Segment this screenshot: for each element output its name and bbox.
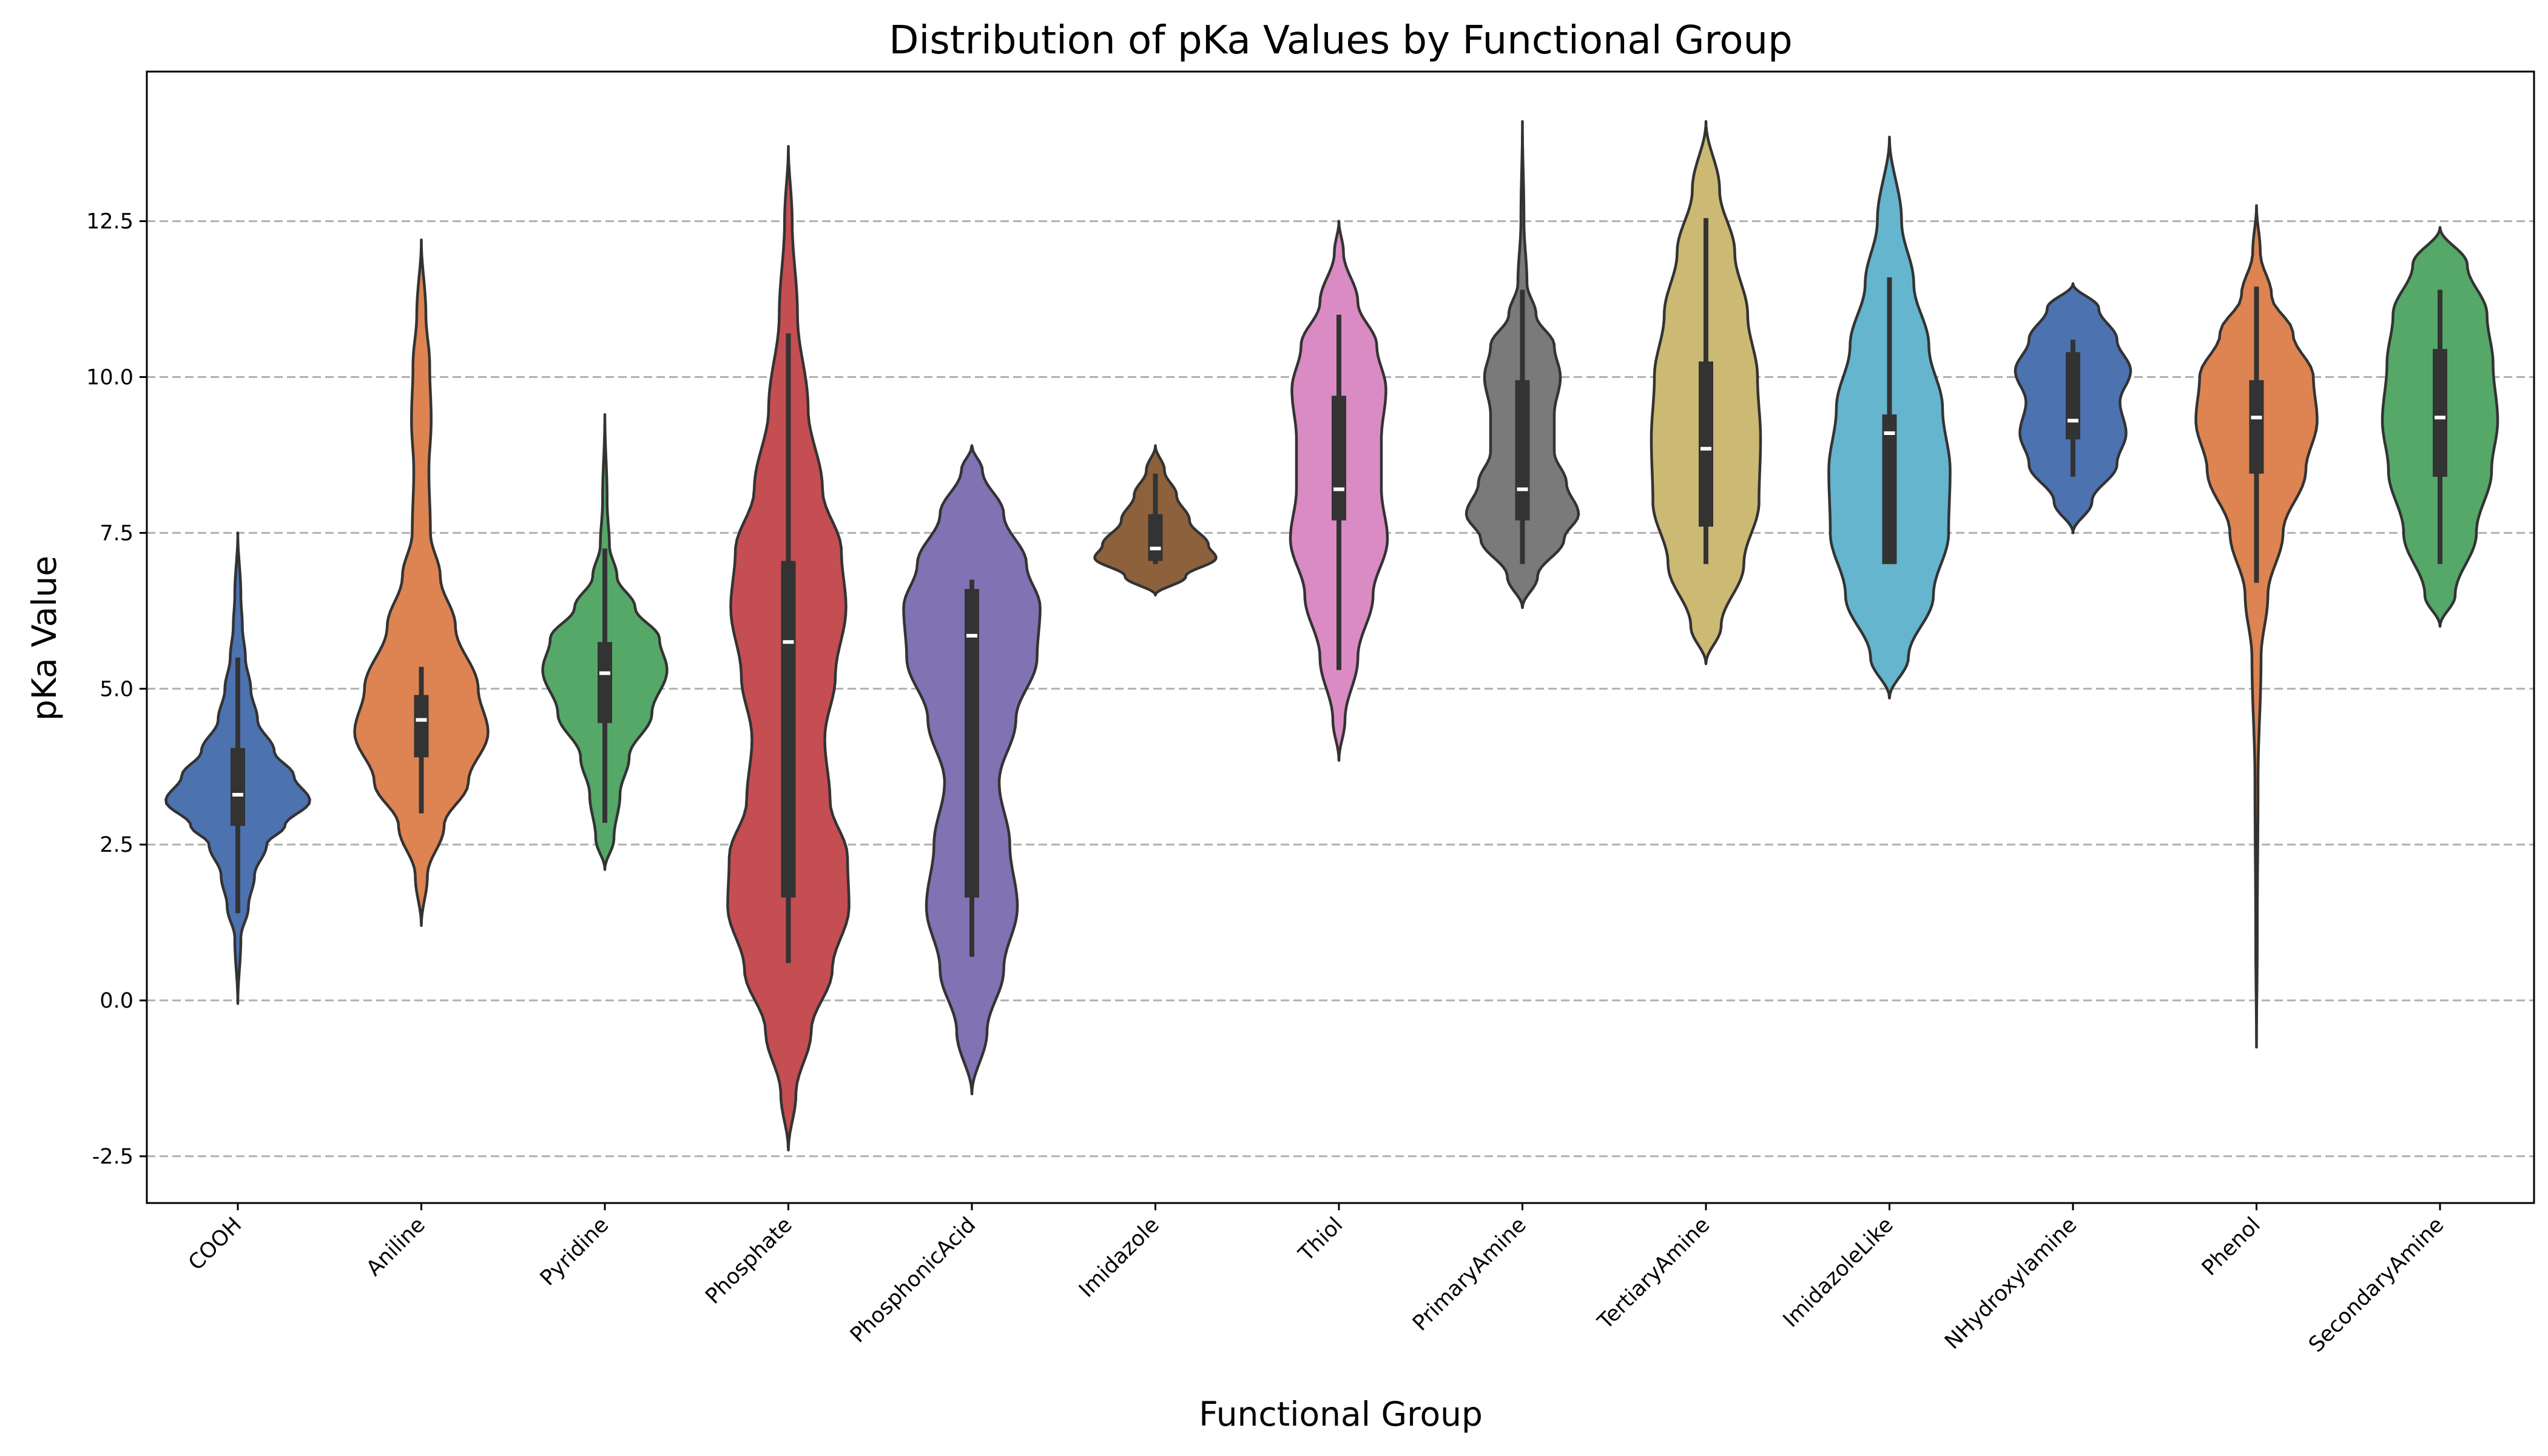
x-tick-label: Phosphate	[701, 1213, 797, 1309]
y-tick-label: 5.0	[99, 677, 133, 701]
iqr-box-TertiaryAmine	[1699, 361, 1713, 527]
x-tick-label: PrimaryAmine	[1408, 1213, 1531, 1336]
x-tick-label: COOH	[184, 1213, 246, 1275]
violin-Aniline	[353, 238, 490, 927]
y-tick-label: 12.5	[86, 210, 133, 234]
iqr-box-PhosphonicAcid	[965, 588, 979, 898]
x-tick-label: Aniline	[362, 1213, 430, 1281]
iqr-box-Thiol	[1332, 396, 1346, 521]
x-tick-label: NHydroxylamine	[1940, 1213, 2081, 1354]
y-tick-label: -2.5	[92, 1145, 133, 1169]
y-axis-title: pKa Value	[25, 556, 64, 721]
chart-title: Distribution of pKa Values by Functional…	[889, 18, 1792, 63]
x-tick-label: ImidazoleLike	[1779, 1213, 1898, 1332]
iqr-box-PrimaryAmine	[1515, 380, 1530, 521]
violin-Phenol	[2194, 204, 2319, 1049]
iqr-box-ImidazoleLike	[1882, 414, 1897, 564]
y-tick-label: 0.0	[99, 989, 133, 1013]
y-tick-label: 10.0	[86, 365, 133, 389]
iqr-box-Phenol	[2249, 380, 2264, 474]
iqr-box-Phosphate	[781, 561, 796, 898]
x-tick-label: PhosphonicAcid	[846, 1213, 980, 1347]
x-axis: COOH Aniline Pyridine Phosphate PhosphonicAc…	[184, 1203, 2449, 1357]
y-axis: -2.5 0.0 2.5 5.0 7.5 10.0 12.5	[86, 210, 147, 1169]
iqr-box-NHydroxylamine	[2066, 352, 2080, 440]
y-tick-label: 2.5	[99, 833, 133, 857]
violin-layer	[164, 120, 2499, 1151]
iqr-box-Pyridine	[598, 642, 612, 723]
x-tick-label: SecondaryAmine	[2304, 1213, 2449, 1357]
x-axis-title: Functional Group	[1199, 1395, 1483, 1434]
x-tick-label: TertiaryAmine	[1593, 1213, 1715, 1335]
iqr-box-COOH	[231, 747, 245, 826]
y-tick-label: 7.5	[99, 521, 133, 545]
x-tick-label: Pyridine	[536, 1213, 613, 1290]
plot-frame	[146, 70, 2535, 1204]
x-tick-label: Phenol	[2197, 1213, 2265, 1281]
iqr-box-SecondaryAmine	[2433, 349, 2447, 477]
x-tick-label: Imidazole	[1074, 1213, 1164, 1303]
x-tick-label: Thiol	[1294, 1213, 1348, 1267]
iqr-box-Aniline	[414, 695, 429, 758]
grid-layer	[147, 220, 2534, 1158]
iqr-box-Imidazole	[1148, 514, 1163, 561]
